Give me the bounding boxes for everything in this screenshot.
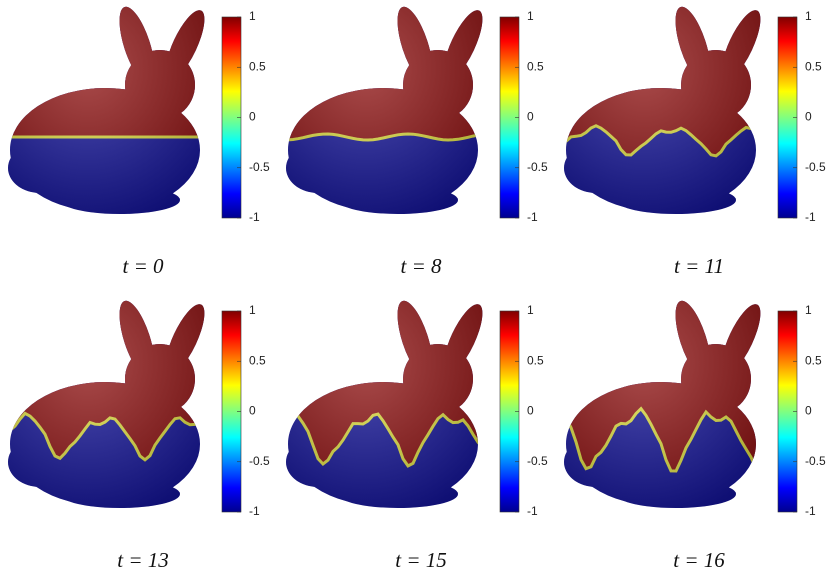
- panel-caption: t = 16: [673, 548, 725, 570]
- colorbar-tick-label: -1: [527, 504, 538, 518]
- bunny: [0, 294, 220, 524]
- panel-caption: t = 8: [400, 254, 442, 278]
- panel-caption: t = 13: [117, 548, 169, 570]
- colorbar-tick-label: 0: [249, 110, 256, 124]
- bunny-shade: [0, 294, 220, 524]
- colorbar-tick-label: 0.5: [527, 353, 544, 367]
- bunny: [556, 0, 776, 230]
- panel: 1 0.5 0 -0.5 -1 t = 11: [556, 0, 826, 278]
- colorbar-tick-label: 0: [805, 404, 812, 418]
- page: 1 0.5 0 -0.5 -1 t = 0 1 0.5 0 -0.5 -1 t = 8 1 0.5 0 -0.…: [0, 0, 835, 570]
- colorbar-tick-label: 0.5: [805, 353, 822, 367]
- colorbar-tick-label: 1: [249, 303, 256, 317]
- colorbar-tick-label: -0.5: [249, 454, 270, 468]
- colorbar-tick-label: -1: [805, 504, 816, 518]
- bunny: [278, 0, 498, 230]
- panel: 1 0.5 0 -0.5 -1 t = 16: [556, 294, 826, 570]
- colorbar-tick-label: -0.5: [527, 454, 548, 468]
- colorbar-tick-label: -0.5: [805, 454, 826, 468]
- panel: 1 0.5 0 -0.5 -1 t = 8: [278, 0, 548, 278]
- panel: 1 0.5 0 -0.5 -1 t = 15: [278, 294, 548, 570]
- colorbar-tick-label: 1: [805, 303, 812, 317]
- colorbar-tick-label: 1: [527, 9, 534, 23]
- colorbar-tick-label: 1: [805, 9, 812, 23]
- colorbar-tick-label: -0.5: [527, 160, 548, 174]
- colorbar-tick-label: -1: [249, 504, 260, 518]
- panel-caption: t = 15: [395, 548, 447, 570]
- colorbar-tick-label: -0.5: [249, 160, 270, 174]
- panel: 1 0.5 0 -0.5 -1 t = 0: [0, 0, 270, 278]
- figure: 1 0.5 0 -0.5 -1 t = 0 1 0.5 0 -0.5 -1 t = 8 1 0.5 0 -0.…: [0, 0, 835, 570]
- panel-caption: t = 0: [122, 254, 164, 278]
- colorbar-tick-label: -1: [249, 210, 260, 224]
- bunny: [278, 294, 498, 524]
- colorbar-tick-label: 0.5: [527, 59, 544, 73]
- colorbar-tick-label: 1: [249, 9, 256, 23]
- colorbar-tick-label: -0.5: [805, 160, 826, 174]
- bunny: [556, 294, 776, 524]
- bunny-shade: [278, 0, 498, 230]
- colorbar-tick-label: -1: [805, 210, 816, 224]
- bunny: [0, 0, 220, 230]
- colorbar-tick-label: 0: [249, 404, 256, 418]
- colorbar-tick-label: -1: [527, 210, 538, 224]
- bunny-shade: [556, 0, 776, 230]
- colorbar-tick-label: 0: [527, 404, 534, 418]
- panel: 1 0.5 0 -0.5 -1 t = 13: [0, 294, 270, 570]
- bunny-shade: [278, 294, 498, 524]
- colorbar-tick-label: 1: [527, 303, 534, 317]
- colorbar-tick-label: 0: [805, 110, 812, 124]
- bunny-shade: [0, 0, 220, 230]
- colorbar-tick-label: 0.5: [805, 59, 822, 73]
- colorbar-tick-label: 0.5: [249, 59, 266, 73]
- colorbar-tick-label: 0.5: [249, 353, 266, 367]
- bunny-shade: [556, 294, 776, 524]
- panel-caption: t = 11: [674, 254, 724, 278]
- colorbar-tick-label: 0: [527, 110, 534, 124]
